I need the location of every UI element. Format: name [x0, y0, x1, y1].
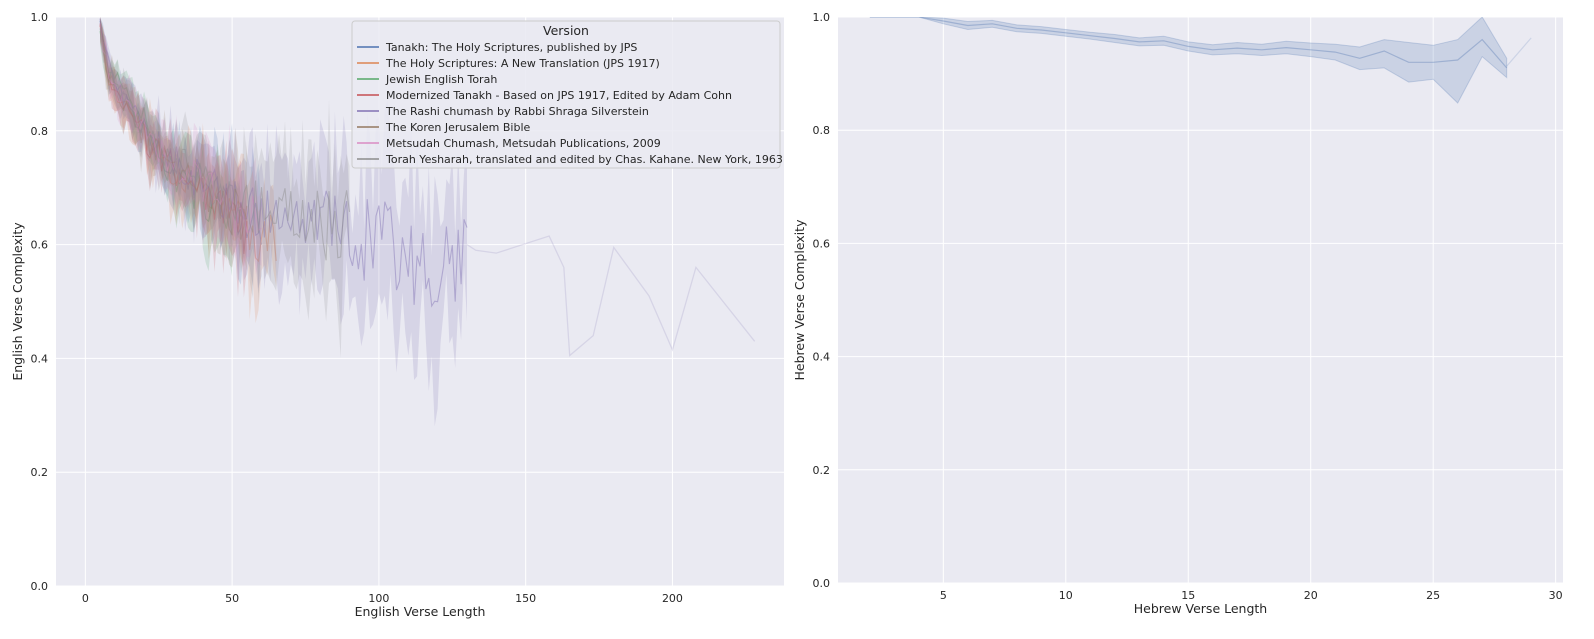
series-line [99, 24, 248, 254]
x-tick-label: 30 [1549, 589, 1563, 602]
legend-entry-label: The Koren Jerusalem Bible [385, 121, 531, 134]
legend-entry-label: Torah Yesharah, translated and edited by… [385, 153, 783, 166]
y-tick-label: 0.2 [31, 466, 49, 479]
x-axis-label: English Verse Length [355, 604, 486, 619]
series-line [99, 20, 263, 245]
x-tick-label: 5 [940, 589, 947, 602]
series-line [99, 25, 277, 263]
confidence-band [100, 17, 350, 359]
series-layer [869, 17, 1532, 104]
y-tick-label: 0.6 [813, 237, 831, 250]
x-tick-label: 100 [368, 592, 389, 605]
series-layer [99, 17, 756, 427]
x-tick-label: 15 [1181, 589, 1195, 602]
legend: Version Tanakh: The Holy Scriptures, publ… [351, 20, 783, 169]
plot-area [838, 17, 1563, 583]
series-line [99, 28, 351, 261]
series-line-tail [466, 235, 756, 357]
y-tick-label: 0.4 [31, 352, 49, 365]
legend-title: Version [543, 23, 589, 38]
y-tick-label: 0.0 [813, 577, 831, 590]
left-axes-english: 0 50 100 150 200 0.0 0.2 0.4 0.6 0.8 1.0 English Ve… [10, 11, 784, 619]
y-tick-label: 1.0 [813, 11, 831, 24]
legend-entry-label: The Rashi chumash by Rabbi Shraga Silver… [385, 105, 649, 118]
y-tick-label: 0.8 [813, 124, 831, 137]
legend-entry-label: Jewish English Torah [385, 73, 497, 86]
series-line [99, 23, 262, 237]
confidence-band [100, 17, 262, 289]
series-line-tail [1506, 37, 1532, 67]
y-tick-label: 0.8 [31, 125, 49, 138]
confidence-band [100, 17, 247, 273]
legend-frame [351, 20, 781, 169]
legend-entry-label: The Holy Scriptures: A New Translation (… [385, 57, 660, 70]
legend-entry-label: Tanakh: The Holy Scriptures, published b… [385, 41, 637, 54]
confidence-band [869, 17, 1508, 104]
y-tick-label: 1.0 [31, 11, 49, 24]
series-line [99, 23, 248, 240]
confidence-band [100, 17, 262, 275]
series-line [99, 31, 233, 236]
y-tick-label: 0.2 [813, 464, 831, 477]
y-tick-label: 0.4 [813, 351, 831, 364]
series-line [99, 18, 468, 308]
confidence-band [100, 17, 467, 427]
x-axis-label: Hebrew Verse Length [1134, 601, 1267, 616]
x-tick-label: 200 [662, 592, 683, 605]
x-tick-label: 0 [82, 592, 89, 605]
x-tick-label: 150 [515, 592, 536, 605]
confidence-band [100, 17, 233, 277]
confidence-band [100, 17, 247, 298]
legend-entry-label: Modernized Tanakh - Based on JPS 1917, E… [386, 89, 732, 102]
x-tick-label: 10 [1059, 589, 1073, 602]
x-tick-label: 50 [225, 592, 239, 605]
legend-entry-label: Metsudah Chumash, Metsudah Publications,… [386, 137, 661, 150]
series-line [869, 17, 1508, 69]
y-tick-label: 0.6 [31, 239, 49, 252]
confidence-band [100, 17, 277, 324]
y-tick-label: 0.0 [31, 580, 49, 593]
x-tick-label: 20 [1304, 589, 1318, 602]
y-axis-label: English Verse Complexity [10, 222, 25, 381]
right-axes-hebrew: 5 10 15 20 25 30 0.0 0.2 0.4 0.6 0.8 1.0 Hebrew Vers… [792, 11, 1563, 616]
y-axis-label: Hebrew Verse Complexity [792, 219, 807, 381]
x-tick-label: 25 [1426, 589, 1440, 602]
